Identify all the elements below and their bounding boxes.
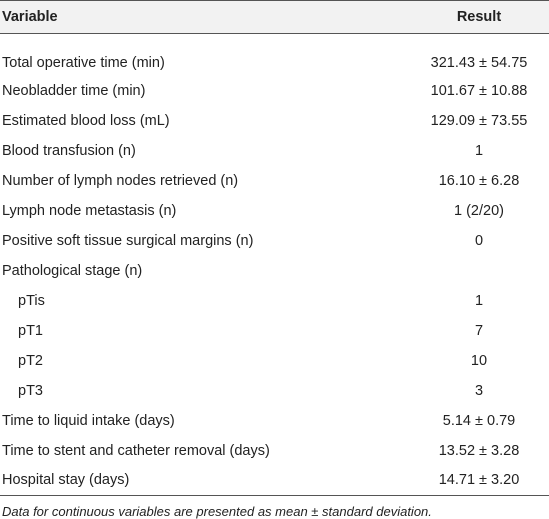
table-row: Hospital stay (days) 14.71 ± 3.20 bbox=[0, 466, 549, 496]
variable-cell: Positive soft tissue surgical margins (n… bbox=[2, 232, 254, 249]
result-cell: 1 bbox=[474, 292, 484, 309]
variable-cell: Lymph node metastasis (n) bbox=[2, 202, 177, 219]
result-cell: 3 bbox=[474, 382, 484, 399]
variable-cell: pT3 bbox=[18, 382, 43, 399]
variable-cell: Number of lymph nodes retrieved (n) bbox=[2, 172, 239, 189]
table-row: pT3 3 bbox=[0, 376, 549, 406]
results-table: Variable Result Total operative time (mi… bbox=[0, 0, 549, 496]
variable-cell: Hospital stay (days) bbox=[2, 472, 130, 489]
table-row: Time to liquid intake (days) 5.14 ± 0.79 bbox=[0, 406, 549, 436]
variable-cell: pT1 bbox=[18, 322, 43, 339]
table-row: pT1 7 bbox=[0, 316, 549, 346]
result-cell: 0 bbox=[474, 232, 484, 249]
footnote: Data for continuous variables are presen… bbox=[2, 504, 432, 519]
table-row: Pathological stage (n) bbox=[0, 256, 549, 286]
table-row: pT2 10 bbox=[0, 346, 549, 376]
result-cell: 5.14 ± 0.79 bbox=[442, 412, 516, 429]
result-cell: 1 bbox=[474, 142, 484, 159]
variable-cell: pT2 bbox=[18, 352, 43, 369]
result-cell: 1 (2/20) bbox=[454, 202, 504, 219]
result-cell: 16.10 ± 6.28 bbox=[438, 172, 520, 189]
variable-cell: Estimated blood loss (mL) bbox=[2, 112, 170, 129]
table-row: Time to stent and catheter removal (days… bbox=[0, 436, 549, 466]
result-cell bbox=[407, 256, 549, 286]
table-row: Positive soft tissue surgical margins (n… bbox=[0, 226, 549, 256]
table-row: Number of lymph nodes retrieved (n) 16.10… bbox=[0, 166, 549, 196]
table-row: Lymph node metastasis (n) 1 (2/20) bbox=[0, 196, 549, 226]
variable-cell: Total operative time (min) bbox=[2, 54, 165, 71]
result-cell: 101.67 ± 10.88 bbox=[430, 82, 528, 99]
table-row: Estimated blood loss (mL) 129.09 ± 73.55 bbox=[0, 106, 549, 136]
result-cell: 14.71 ± 3.20 bbox=[438, 472, 520, 489]
variable-cell: Time to stent and catheter removal (days… bbox=[2, 442, 270, 459]
result-cell: 10 bbox=[470, 352, 488, 369]
header-row: Variable Result bbox=[0, 0, 549, 34]
table-row: Blood transfusion (n) 1 bbox=[0, 136, 549, 166]
result-cell: 7 bbox=[474, 322, 484, 339]
table-row: Neobladder time (min) 101.67 ± 10.88 bbox=[0, 76, 549, 106]
result-cell: 13.52 ± 3.28 bbox=[438, 442, 520, 459]
variable-cell: Time to liquid intake (days) bbox=[2, 412, 175, 429]
variable-cell: Blood transfusion (n) bbox=[2, 142, 136, 159]
variable-cell: Neobladder time (min) bbox=[2, 82, 146, 99]
result-cell: 129.09 ± 73.55 bbox=[430, 112, 528, 129]
table-row: Total operative time (min) 321.43 ± 54.75 bbox=[0, 34, 549, 76]
table-row: pTis 1 bbox=[0, 286, 549, 316]
variable-cell: pTis bbox=[18, 292, 45, 309]
header-cell: Result bbox=[456, 9, 502, 25]
result-cell: 321.43 ± 54.75 bbox=[430, 54, 528, 71]
variable-cell: Pathological stage (n) bbox=[2, 262, 143, 279]
header-cell: Variable bbox=[2, 9, 58, 25]
table-body: Total operative time (min) 321.43 ± 54.75… bbox=[0, 34, 549, 496]
